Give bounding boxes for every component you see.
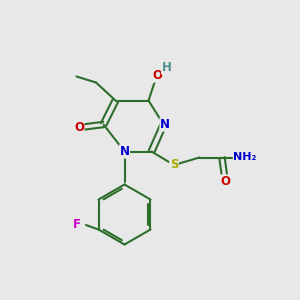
Text: O: O	[220, 175, 230, 188]
Text: F: F	[73, 218, 81, 232]
Text: O: O	[74, 121, 84, 134]
Text: H: H	[162, 61, 171, 74]
Text: N: N	[119, 145, 130, 158]
Text: N: N	[160, 118, 170, 131]
Text: S: S	[170, 158, 178, 172]
Text: NH₂: NH₂	[233, 152, 257, 163]
Text: O: O	[152, 69, 163, 82]
